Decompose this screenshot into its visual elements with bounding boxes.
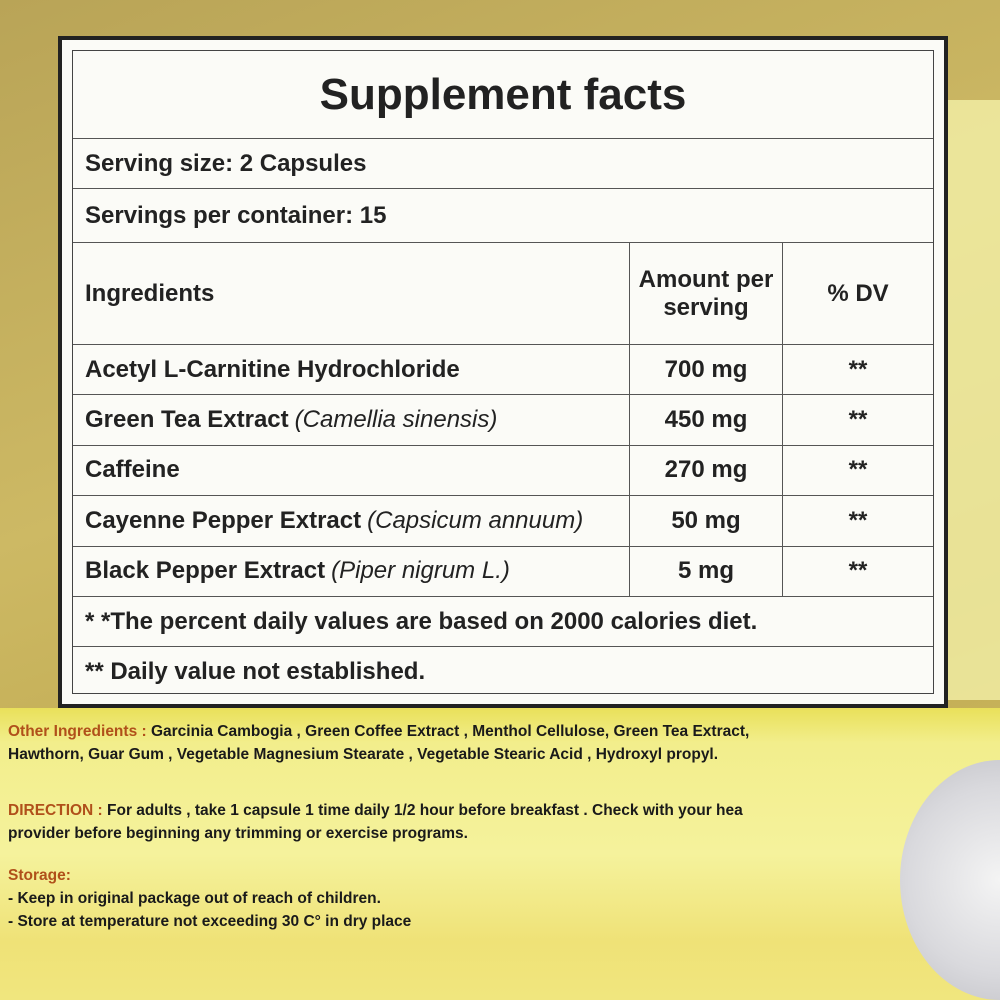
ingredient-row: Green Tea Extract (Camellia sinensis) 450… [73,395,933,446]
supplement-facts-panel: Supplement facts Serving size: 2 Capsule… [58,36,948,708]
storage: Storage: - Keep in original package out … [8,864,411,933]
direction-label: DIRECTION : [8,802,103,819]
header-amount: Amount per serving [630,243,783,344]
other-ingredients-line1: Garcinia Cambogia , Green Coffee Extract… [150,723,750,740]
ingredient-dv: ** [848,506,868,534]
ingredient-label: Green Tea Extract [85,406,289,434]
footnote-not-established: ** Daily value not established. [85,658,426,685]
lower-label-area [0,708,1000,1000]
direction: DIRECTION : For adults , take 1 capsule … [8,799,743,845]
footnote-daily-values: * *The percent daily values are based on… [73,597,933,647]
ingredient-dv: ** [848,406,868,434]
header-ingredients: Ingredients [73,243,630,344]
ingredient-name: Green Tea Extract (Camellia sinensis) [73,395,630,445]
ingredient-amount: 5 mg [630,546,783,596]
ingredient-dv: ** [848,355,868,383]
ingredient-row: Cayenne Pepper Extract (Capsicum annuum) … [73,496,933,547]
serving-size: Serving size: 2 Capsules [73,139,933,189]
ingredient-amount: 270 mg [630,445,783,496]
storage-item: - Store at temperature not exceeding 30 … [8,913,412,930]
ingredient-name: Caffeine [73,445,630,496]
other-ingredients-line2: Hawthorn, Guar Gum , Vegetable Magnesium… [8,746,719,763]
ingredient-row: Caffeine 270 mg ** [73,445,933,497]
ingredient-label: Caffeine [85,456,180,484]
other-ingredients-label: Other Ingredients : [8,723,147,740]
ingredient-row: Black Pepper Extract (Piper nigrum L.) 5 … [73,546,933,597]
background-highlight [945,100,1000,700]
ingredient-amount: 450 mg [630,395,783,445]
ingredient-amount: 700 mg [630,345,783,395]
ingredient-label: Black Pepper Extract [85,557,326,585]
ingredient-amount: 50 mg [630,496,783,546]
header-dv: % DV [827,279,889,307]
direction-line2: provider before beginning any trimming o… [8,825,468,842]
ingredient-dv: ** [848,456,868,484]
direction-line1: For adults , take 1 capsule 1 time daily… [107,802,743,819]
scientific-name: (Camellia sinensis) [294,406,498,434]
storage-item: - Keep in original package out of reach … [8,890,381,907]
scientific-name: (Capsicum annuum) [367,506,584,534]
ingredient-label: Acetyl L-Carnitine Hydrochloride [85,355,460,383]
ingredient-name: Black Pepper Extract (Piper nigrum L.) [73,546,630,596]
table-header: Ingredients Amount per serving % DV [73,243,933,345]
facts-title: Supplement facts [73,51,933,139]
scientific-name: (Piper nigrum L.) [331,557,510,585]
storage-label: Storage: [8,867,71,884]
servings-per-container: Servings per container: 15 [73,189,933,243]
ingredient-dv: ** [848,557,868,585]
ingredient-name: Cayenne Pepper Extract (Capsicum annuum) [73,496,630,546]
ingredient-label: Cayenne Pepper Extract [85,506,362,534]
other-ingredients: Other Ingredients : Garcinia Cambogia , … [8,720,749,766]
ingredient-name: Acetyl L-Carnitine Hydrochloride [73,345,630,395]
ingredient-row: Acetyl L-Carnitine Hydrochloride 700 mg … [73,345,933,396]
